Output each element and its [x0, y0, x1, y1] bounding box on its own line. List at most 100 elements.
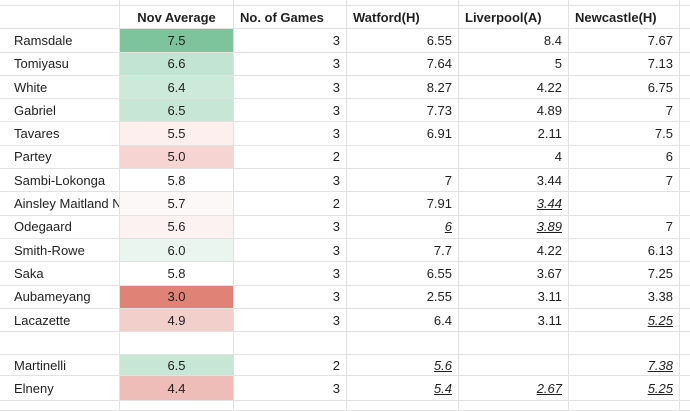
match-rating-cell[interactable]: 8.27 — [347, 75, 459, 100]
header-liverpool[interactable]: Liverpool(A) — [459, 6, 569, 30]
match-rating-cell[interactable]: 7.73 — [347, 99, 459, 123]
player-name-cell[interactable]: Sambi-Lokonga — [8, 169, 120, 193]
games-count-cell[interactable]: 3 — [234, 376, 347, 402]
match-rating-cell[interactable]: 2.67 — [459, 376, 569, 402]
match-rating-cell[interactable]: 5 — [459, 52, 569, 76]
header-newcastle[interactable]: Newcastle(H) — [569, 6, 680, 30]
match-rating-cell[interactable] — [347, 145, 459, 170]
match-rating-cell[interactable]: 7 — [347, 169, 459, 193]
match-rating-cell[interactable] — [459, 355, 569, 377]
nov-average-cell[interactable]: 4.4 — [120, 376, 234, 402]
empty-cell[interactable] — [459, 0, 569, 6]
nov-average-cell[interactable]: 6.5 — [120, 99, 234, 123]
nov-average-cell[interactable]: 4.9 — [120, 308, 234, 333]
empty-cell[interactable] — [234, 401, 347, 411]
empty-cell[interactable] — [569, 332, 680, 356]
games-count-cell[interactable]: 2 — [234, 145, 347, 170]
header-watford[interactable]: Watford(H) — [347, 6, 459, 30]
match-rating-cell[interactable]: 3.67 — [459, 262, 569, 286]
match-rating-cell[interactable]: 3.44 — [459, 192, 569, 216]
match-rating-cell[interactable]: 5.4 — [347, 376, 459, 402]
header-player[interactable] — [8, 6, 120, 30]
games-count-cell[interactable]: 3 — [234, 29, 347, 53]
player-name-cell[interactable]: Partey — [8, 145, 120, 170]
nov-average-cell[interactable]: 5.7 — [120, 192, 234, 216]
empty-cell[interactable] — [234, 332, 347, 356]
games-count-cell[interactable]: 3 — [234, 99, 347, 123]
empty-cell[interactable] — [8, 401, 120, 411]
match-rating-cell[interactable]: 5.25 — [569, 376, 680, 402]
match-rating-cell[interactable]: 6.55 — [347, 29, 459, 53]
match-rating-cell[interactable]: 7.7 — [347, 238, 459, 263]
player-name-cell[interactable]: Tomiyasu — [8, 52, 120, 76]
match-rating-cell[interactable] — [569, 192, 680, 216]
match-rating-cell[interactable]: 7.38 — [569, 355, 680, 377]
match-rating-cell[interactable]: 6 — [347, 215, 459, 239]
games-count-cell[interactable]: 3 — [234, 215, 347, 239]
match-rating-cell[interactable]: 7 — [569, 169, 680, 193]
match-rating-cell[interactable]: 2.11 — [459, 122, 569, 146]
match-rating-cell[interactable]: 5.6 — [347, 355, 459, 377]
nov-average-cell[interactable]: 5.5 — [120, 122, 234, 146]
match-rating-cell[interactable]: 6.91 — [347, 122, 459, 146]
empty-cell[interactable] — [234, 0, 347, 6]
player-name-cell[interactable]: Gabriel — [8, 99, 120, 123]
match-rating-cell[interactable]: 7.67 — [569, 29, 680, 53]
empty-cell[interactable] — [120, 401, 234, 411]
match-rating-cell[interactable]: 7.5 — [569, 122, 680, 146]
nov-average-cell[interactable]: 5.6 — [120, 215, 234, 239]
match-rating-cell[interactable]: 6.4 — [347, 308, 459, 333]
match-rating-cell[interactable]: 4 — [459, 145, 569, 170]
games-count-cell[interactable]: 3 — [234, 122, 347, 146]
empty-cell[interactable] — [459, 401, 569, 411]
nov-average-cell[interactable]: 6.4 — [120, 75, 234, 100]
match-rating-cell[interactable]: 6 — [569, 145, 680, 170]
nov-average-cell[interactable]: 5.0 — [120, 145, 234, 170]
games-count-cell[interactable]: 3 — [234, 238, 347, 263]
nov-average-cell[interactable]: 6.6 — [120, 52, 234, 76]
player-name-cell[interactable]: Elneny — [8, 376, 120, 402]
match-rating-cell[interactable]: 3.11 — [459, 285, 569, 309]
games-count-cell[interactable]: 3 — [234, 75, 347, 100]
player-name-cell[interactable]: Ainsley Maitland Niles — [8, 192, 120, 216]
match-rating-cell[interactable]: 4.22 — [459, 238, 569, 263]
player-name-cell[interactable]: Lacazette — [8, 308, 120, 333]
match-rating-cell[interactable]: 7.25 — [569, 262, 680, 286]
empty-cell[interactable] — [347, 401, 459, 411]
empty-cell[interactable] — [347, 332, 459, 356]
player-name-cell[interactable]: Tavares — [8, 122, 120, 146]
empty-cell[interactable] — [569, 0, 680, 6]
empty-cell[interactable] — [120, 332, 234, 356]
player-name-cell[interactable]: Aubameyang — [8, 285, 120, 309]
match-rating-cell[interactable]: 2.55 — [347, 285, 459, 309]
match-rating-cell[interactable]: 6.55 — [347, 262, 459, 286]
empty-cell[interactable] — [569, 401, 680, 411]
nov-average-cell[interactable]: 3.0 — [120, 285, 234, 309]
nov-average-cell[interactable]: 6.5 — [120, 355, 234, 377]
empty-cell[interactable] — [459, 332, 569, 356]
games-count-cell[interactable]: 3 — [234, 308, 347, 333]
player-name-cell[interactable]: Odegaard — [8, 215, 120, 239]
games-count-cell[interactable]: 2 — [234, 355, 347, 377]
empty-cell[interactable] — [347, 0, 459, 6]
games-count-cell[interactable]: 3 — [234, 262, 347, 286]
empty-cell[interactable] — [8, 0, 120, 6]
player-name-cell[interactable]: Ramsdale — [8, 29, 120, 53]
match-rating-cell[interactable]: 7 — [569, 99, 680, 123]
match-rating-cell[interactable]: 6.13 — [569, 238, 680, 263]
player-name-cell[interactable]: Saka — [8, 262, 120, 286]
match-rating-cell[interactable]: 4.22 — [459, 75, 569, 100]
nov-average-cell[interactable]: 7.5 — [120, 29, 234, 53]
match-rating-cell[interactable]: 8.4 — [459, 29, 569, 53]
match-rating-cell[interactable]: 3.38 — [569, 285, 680, 309]
header-no-of-games[interactable]: No. of Games — [234, 6, 347, 30]
player-name-cell[interactable]: White — [8, 75, 120, 100]
match-rating-cell[interactable]: 7.91 — [347, 192, 459, 216]
games-count-cell[interactable]: 3 — [234, 285, 347, 309]
match-rating-cell[interactable]: 3.11 — [459, 308, 569, 333]
games-count-cell[interactable]: 3 — [234, 169, 347, 193]
empty-cell[interactable] — [120, 0, 234, 6]
empty-cell[interactable] — [8, 332, 120, 356]
nov-average-cell[interactable]: 6.0 — [120, 238, 234, 263]
header-nov-average[interactable]: Nov Average — [120, 6, 234, 30]
